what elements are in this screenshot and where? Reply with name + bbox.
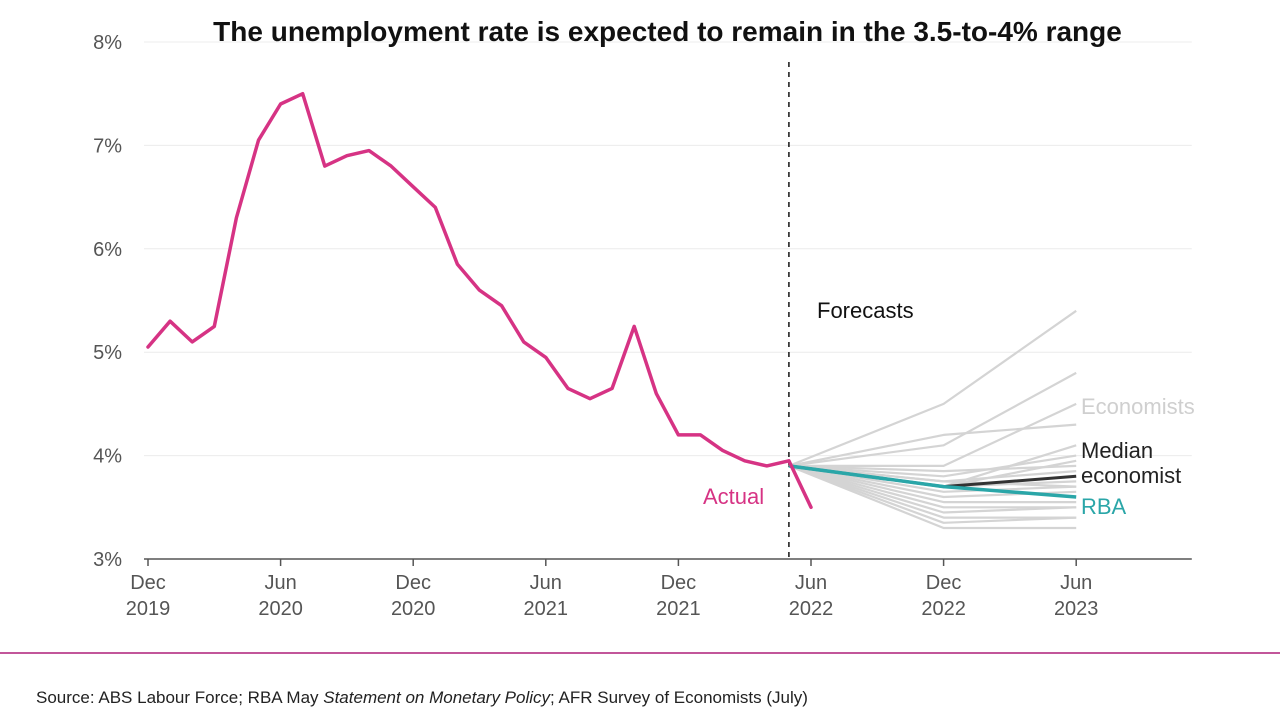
economist-forecast-line [788, 423, 1077, 467]
rba-forecast-line [788, 464, 1077, 499]
economist-forecast-line [788, 464, 1077, 509]
y-tick-label: 3% [93, 549, 122, 571]
y-tick-label: 8% [93, 32, 122, 54]
y-tick-label: 7% [93, 135, 122, 157]
economist-forecast-line [788, 371, 1077, 467]
source-publication: Statement on Monetary Policy [323, 688, 551, 707]
economists-label: Economists [1081, 394, 1195, 419]
source-prefix: Source: ABS Labour Force; RBA May [36, 688, 324, 707]
x-tick-label-year: 2020 [391, 598, 436, 620]
median-label-line1: Median [1081, 438, 1153, 463]
x-tick-label-year: 2021 [656, 598, 701, 620]
grid [144, 41, 1192, 457]
actual-unemployment-line [146, 91, 813, 510]
economist-forecast-line [788, 309, 1077, 467]
series-labels: Forecasts Actual Economists Medianeconomist… [703, 298, 1195, 519]
median-label-line2: economist [1081, 463, 1181, 488]
x-axis: Dec 2019 Jun 2020 Dec 2020 Jun 2021 Dec 2021 Jun 20… [126, 62, 1192, 620]
x-tick-label-year: 2021 [524, 598, 569, 620]
economist-forecast-line [788, 464, 1077, 473]
economist-forecast-line [788, 464, 1077, 530]
economist-forecast-line [788, 464, 1077, 524]
y-tick-label: 6% [93, 239, 122, 261]
x-tick-label-month: Jun [795, 572, 827, 594]
forecasts-label: Forecasts [817, 298, 914, 323]
x-tick-label-year: 2019 [126, 598, 171, 620]
economist-forecast-line [788, 454, 1077, 478]
x-tick-label-year: 2022 [921, 598, 966, 620]
x-tick-label-year: 2022 [789, 598, 834, 620]
x-tick-label-month: Dec [395, 572, 431, 594]
source-note: Source: ABS Labour Force; RBA May Statem… [36, 688, 808, 708]
economist-forecast-line [788, 464, 1077, 514]
rba-label: RBA [1081, 494, 1127, 519]
main-series [146, 91, 1077, 510]
actual-label: Actual [703, 484, 764, 509]
economist-forecast-line [788, 464, 1077, 504]
economist-lines [788, 309, 1077, 530]
economist-forecast-line [788, 464, 1077, 519]
x-tick-label-month: Dec [661, 572, 697, 594]
x-tick-label-month: Jun [530, 572, 562, 594]
x-tick-label-year: 2023 [1054, 598, 1099, 620]
y-tick-label: 5% [93, 342, 122, 364]
chart-title: The unemployment rate is expected to rem… [213, 16, 1122, 47]
source-suffix: ; AFR Survey of Economists (July) [550, 688, 808, 707]
x-tick-label-month: Jun [264, 572, 296, 594]
x-tick-label-month: Dec [926, 572, 962, 594]
x-tick-label-year: 2020 [258, 598, 303, 620]
x-tick-label-month: Dec [130, 572, 166, 594]
y-axis: 8% 7% 6% 5% 4% 3% [93, 32, 122, 571]
economist-forecast-line [788, 402, 1077, 467]
x-tick-label-month: Jun [1060, 572, 1092, 594]
y-tick-label: 4% [93, 446, 122, 468]
divider [0, 652, 1280, 654]
